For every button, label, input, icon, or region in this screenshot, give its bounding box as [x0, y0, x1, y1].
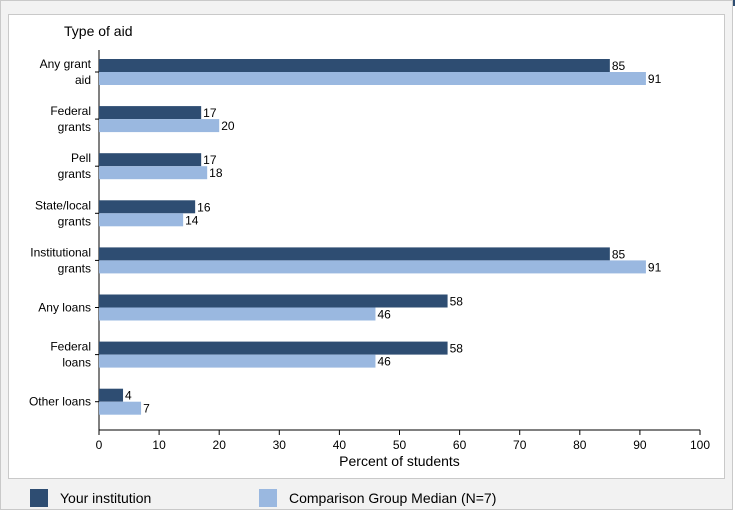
bar-comparison [99, 72, 646, 85]
data-label-institution: 4 [125, 389, 132, 403]
x-axis-title: Percent of students [339, 453, 460, 469]
data-label-institution: 58 [450, 342, 464, 356]
category-label: grants [58, 261, 91, 275]
bar-institution [99, 294, 448, 308]
data-label-comparison: 20 [221, 119, 235, 133]
data-label-comparison: 91 [648, 260, 662, 274]
category-label: Federal [50, 340, 91, 354]
data-label-comparison: 7 [143, 402, 150, 416]
data-label-institution: 85 [612, 59, 626, 73]
x-tick-label: 0 [96, 438, 103, 452]
bar-comparison [99, 307, 376, 321]
x-tick-label: 90 [633, 438, 647, 452]
data-label-comparison: 46 [377, 355, 391, 369]
bar-institution [99, 341, 448, 355]
data-label-comparison: 14 [185, 213, 199, 227]
x-tick-label: 10 [152, 438, 166, 452]
category-label: Institutional [30, 245, 91, 259]
legend-item-institution: Your institution [30, 489, 151, 507]
bar-chart: Type of aid 0 10 20 30 40 50 60 70 80 90 100 Percent… [29, 23, 710, 469]
data-label-comparison: 46 [377, 308, 391, 322]
category-label: Federal [50, 104, 91, 118]
category-label: grants [58, 214, 91, 228]
data-label-institution: 17 [203, 153, 217, 167]
category-label: grants [58, 120, 91, 134]
x-tick-label: 70 [513, 438, 527, 452]
plot-panel [8, 14, 725, 479]
data-label-comparison: 91 [648, 72, 662, 86]
category-label: Pell [71, 151, 91, 165]
bar-comparison [99, 260, 646, 274]
legend: Your institution Comparison Group Median… [0, 482, 735, 510]
x-tick-label: 60 [453, 438, 467, 452]
x-tick-label: 100 [690, 438, 710, 452]
bar-comparison [99, 213, 184, 227]
category-label: Any loans [38, 301, 91, 315]
legend-swatch-comparison [259, 489, 277, 507]
data-label-institution: 16 [197, 200, 211, 214]
bar-institution [99, 106, 202, 120]
category-label: grants [58, 167, 91, 181]
data-label-institution: 85 [612, 247, 626, 261]
bar-comparison [99, 166, 208, 180]
category-label: loans [62, 356, 91, 370]
bar-institution [99, 247, 610, 261]
bar-comparison [99, 119, 220, 133]
category-label: Other loans [29, 395, 91, 409]
legend-label-comparison: Comparison Group Median (N=7) [289, 490, 497, 506]
legend-item-comparison: Comparison Group Median (N=7) [259, 489, 496, 507]
category-label: Any grant [40, 57, 92, 71]
bar-institution [99, 388, 124, 402]
bar-institution [99, 200, 196, 214]
x-tick-label: 40 [333, 438, 347, 452]
legend-label-institution: Your institution [60, 490, 152, 506]
bar-comparison [99, 401, 142, 415]
data-label-institution: 17 [203, 106, 217, 120]
bar-comparison [99, 354, 376, 368]
x-tick-label: 30 [273, 438, 287, 452]
bar-institution [99, 59, 610, 72]
data-label-institution: 58 [450, 295, 464, 309]
data-label-comparison: 18 [209, 166, 223, 180]
legend-swatch-institution [30, 489, 48, 507]
category-label: State/local [35, 198, 91, 212]
y-axis-title: Type of aid [64, 23, 133, 39]
x-tick-label: 50 [393, 438, 407, 452]
category-label: aid [75, 73, 91, 87]
x-tick-label: 80 [573, 438, 587, 452]
bar-institution [99, 153, 202, 167]
x-tick-label: 20 [213, 438, 227, 452]
